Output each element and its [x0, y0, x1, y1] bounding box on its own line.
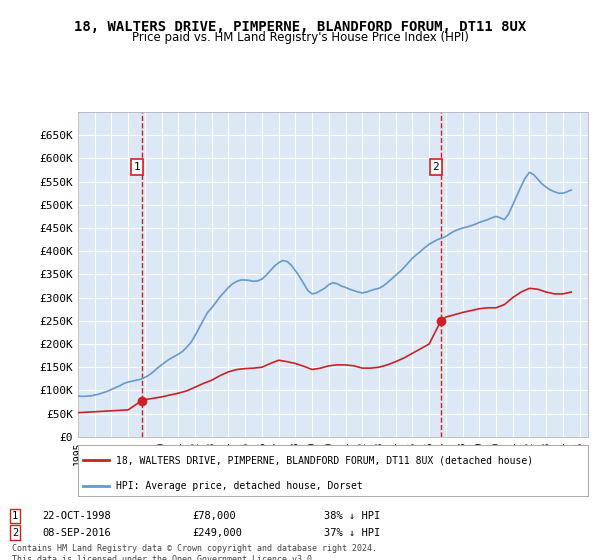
- Text: £249,000: £249,000: [192, 528, 242, 538]
- Text: 18, WALTERS DRIVE, PIMPERNE, BLANDFORD FORUM, DT11 8UX: 18, WALTERS DRIVE, PIMPERNE, BLANDFORD F…: [74, 20, 526, 34]
- Text: 08-SEP-2016: 08-SEP-2016: [42, 528, 111, 538]
- Text: Price paid vs. HM Land Registry's House Price Index (HPI): Price paid vs. HM Land Registry's House …: [131, 31, 469, 44]
- Text: 2: 2: [432, 162, 439, 172]
- Text: 22-OCT-1998: 22-OCT-1998: [42, 511, 111, 521]
- Text: Contains HM Land Registry data © Crown copyright and database right 2024.
This d: Contains HM Land Registry data © Crown c…: [12, 544, 377, 560]
- Text: 2: 2: [12, 528, 18, 538]
- Text: HPI: Average price, detached house, Dorset: HPI: Average price, detached house, Dors…: [116, 480, 363, 491]
- Text: £78,000: £78,000: [192, 511, 236, 521]
- Text: 1: 1: [133, 162, 140, 172]
- Text: 1: 1: [12, 511, 18, 521]
- Text: 37% ↓ HPI: 37% ↓ HPI: [324, 528, 380, 538]
- Text: 38% ↓ HPI: 38% ↓ HPI: [324, 511, 380, 521]
- Text: 18, WALTERS DRIVE, PIMPERNE, BLANDFORD FORUM, DT11 8UX (detached house): 18, WALTERS DRIVE, PIMPERNE, BLANDFORD F…: [116, 455, 533, 465]
